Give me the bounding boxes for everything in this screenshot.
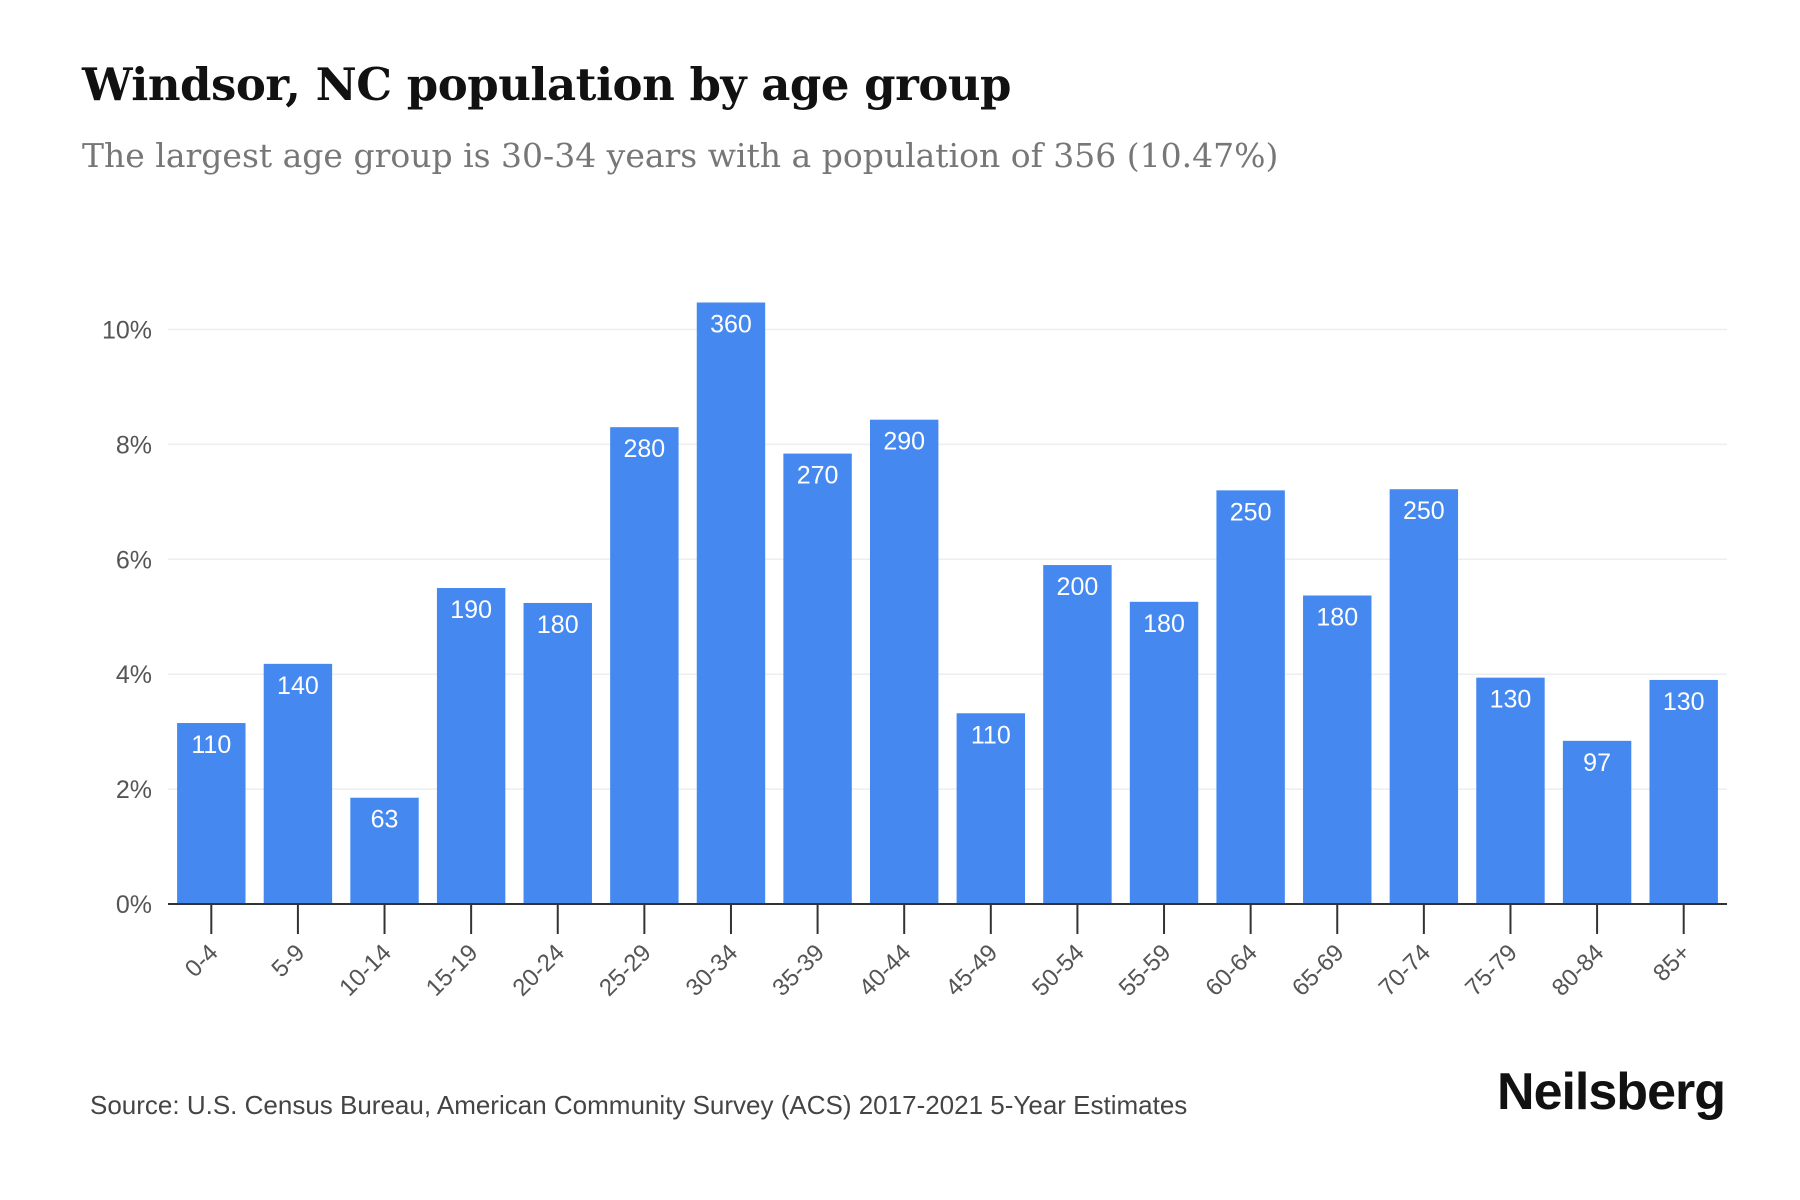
bar [177,723,246,904]
x-tick-label: 70-74 [1374,939,1437,1002]
bar-value-label: 280 [624,435,666,463]
bar-value-label: 140 [277,672,319,700]
y-tick-label: 2% [116,776,152,804]
bar-value-label: 250 [1403,497,1445,525]
bar-value-label: 130 [1663,688,1705,716]
bar-chart: 0% 2% 4% 6% 8% 10% 110 140 63 190 180 280 360 270 290… [102,302,1727,1002]
y-axis-ticks: 0% 2% 4% 6% 8% 10% [102,317,152,920]
bar-value-label: 250 [1230,498,1272,526]
x-tick-label: 30-34 [681,939,744,1002]
grid-lines [168,328,1727,790]
x-tick-label: 10-14 [334,939,397,1002]
bar-value-label: 180 [1316,603,1358,631]
x-tick-label: 45-49 [941,939,1004,1002]
bar [869,419,939,904]
chart-title: Windsor, NC population by age group [82,58,1012,111]
bar-value-label: 110 [971,721,1011,749]
x-tick-label: 40-44 [854,939,917,1002]
bar-value-label: 110 [191,731,231,759]
x-tick-label: 0-4 [180,939,224,983]
bar-value-label: 200 [1057,573,1099,601]
bar [956,713,1026,904]
x-tick-label: 15-19 [421,939,484,1002]
bar [1389,489,1459,904]
bar [263,663,333,904]
bar [610,427,679,904]
bar [1562,740,1632,904]
bar [350,797,419,904]
x-tick-label: 60-64 [1200,939,1263,1002]
x-tick-label: 50-54 [1027,939,1090,1002]
y-tick-label: 4% [116,661,152,689]
bar-value-label: 270 [797,462,839,490]
bar [1649,679,1718,904]
bar [436,588,506,904]
x-tick-label: 85+ [1648,939,1696,987]
bar-value-label: 130 [1490,686,1532,714]
bars: 110 140 63 190 180 280 360 270 290 110 200 180 250 18… [177,302,1718,904]
bar-value-label: 63 [371,806,399,834]
bar [1043,565,1112,904]
source-note: Source: U.S. Census Bureau, American Com… [90,1090,1188,1120]
bar-value-label: 180 [1143,610,1185,638]
bar-value-label: 360 [710,310,752,338]
x-tick-label: 55-59 [1114,939,1177,1002]
bar [1476,677,1545,904]
bar [1216,490,1285,904]
bar-value-label: 97 [1583,749,1611,777]
bar [696,302,766,904]
bar [1129,601,1199,904]
x-tick-label: 25-29 [594,939,657,1002]
brand-logo: Neilsberg [1497,1063,1726,1121]
bar-value-label: 290 [883,428,925,456]
bar [523,602,592,904]
x-tick-label: 35-39 [767,939,830,1002]
x-tick-label: 80-84 [1547,939,1610,1002]
x-tick-label: 75-79 [1460,939,1523,1002]
bar [783,453,852,904]
x-axis-ticks: 0-4 5-9 10-14 15-19 20-24 25-29 30-34 35-39 40-4… [180,904,1696,1002]
x-tick-label: 65-69 [1287,939,1350,1002]
y-tick-label: 10% [102,317,152,345]
y-tick-label: 6% [116,546,152,574]
y-tick-label: 8% [116,431,152,459]
chart-subtitle: The largest age group is 30-34 years wit… [82,136,1279,175]
bar-value-label: 180 [537,611,579,639]
y-tick-label: 0% [116,891,152,919]
bar [1303,595,1372,904]
x-tick-label: 20-24 [507,939,570,1002]
bar-value-label: 190 [450,596,492,624]
x-tick-label: 5-9 [267,939,311,983]
